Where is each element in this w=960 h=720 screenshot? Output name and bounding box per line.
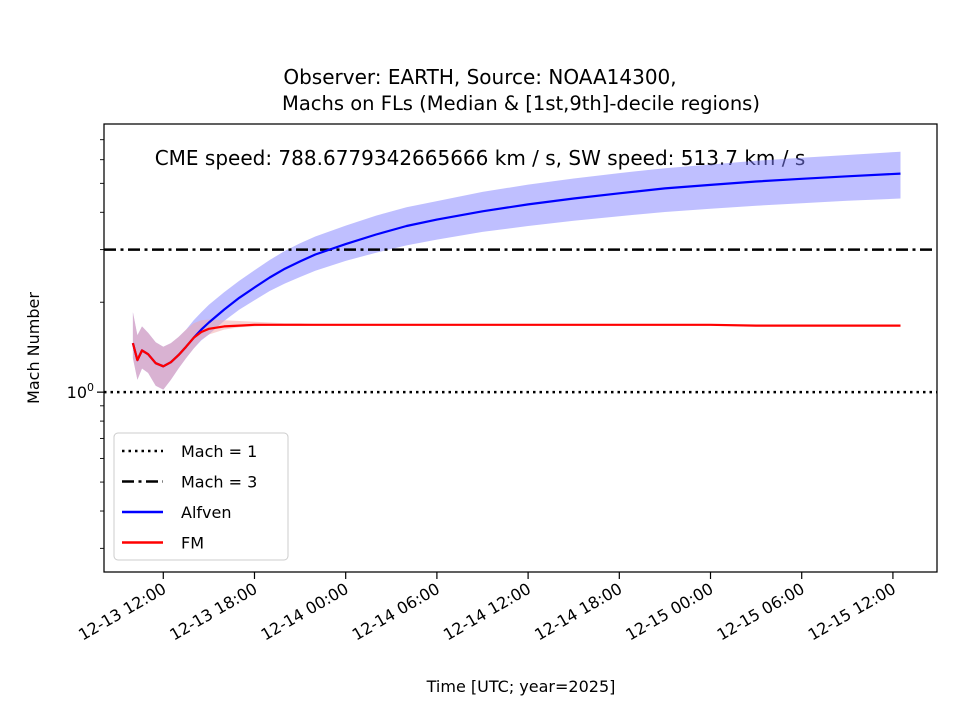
band-alfven [132, 151, 901, 390]
y-axis-label: Mach Number [24, 292, 43, 404]
x-tick-label: 12-15 12:00 [805, 579, 899, 644]
x-tick-label: 12-14 18:00 [531, 579, 625, 644]
legend-label: Alfven [181, 503, 231, 522]
legend-label: Mach = 1 [181, 442, 257, 461]
legend-label: Mach = 3 [181, 473, 257, 492]
legend: Mach = 1 Mach = 3 Alfven FM [113, 432, 289, 561]
legend-label: FM [181, 534, 204, 553]
x-tick-label: 12-14 00:00 [258, 579, 352, 644]
x-tick-label: 12-13 18:00 [166, 579, 260, 644]
chart-title: Machs on FLs (Median & [1st,9th]-decile … [282, 92, 760, 115]
series-line-fm [131, 323, 901, 368]
band-fm [132, 312, 901, 390]
figure-title-line-1: Observer: EARTH, Source: NOAA14300, [283, 65, 677, 89]
x-tick-label: 12-14 12:00 [440, 579, 534, 644]
axes-frame [103, 123, 938, 573]
x-tick-label: 12-15 00:00 [622, 579, 716, 644]
x-tick-label: 12-13 12:00 [75, 579, 169, 644]
y-tick-label: 100 [67, 381, 94, 402]
legend-box [113, 432, 289, 561]
x-tick-label: 12-15 06:00 [714, 579, 808, 644]
x-tick-label: 12-14 06:00 [349, 579, 443, 644]
x-axis-label: Time [UTC; year=2025] [426, 677, 616, 696]
